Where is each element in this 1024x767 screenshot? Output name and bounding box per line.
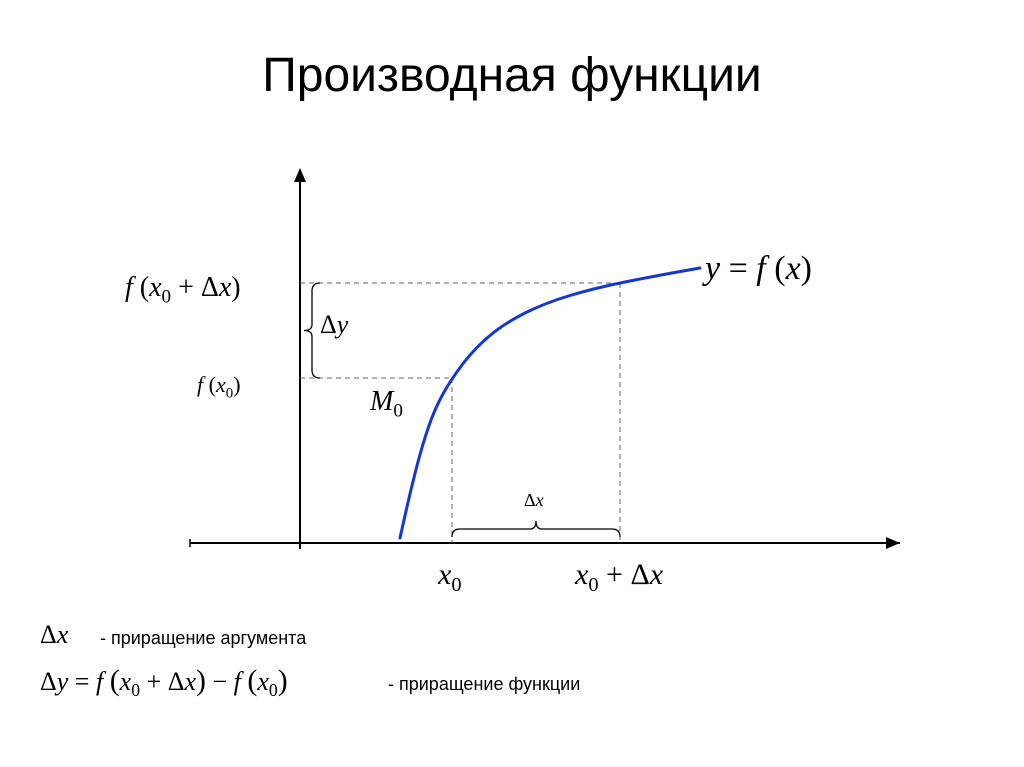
slide-page: Производная функции y = f (x) f (x0 + Δx… <box>0 0 1024 767</box>
footer-equations: Δx - приращение аргумента Δy = f (x0 + Δ… <box>40 620 1000 708</box>
label-y-equals-fx: y = f (x) <box>705 250 812 288</box>
label-delta-x-brace: Δx <box>524 490 544 511</box>
label-f-x0: f (x0) <box>197 372 241 402</box>
label-delta-y: Δy <box>320 310 348 340</box>
footer-dx-caption: - приращение аргумента <box>100 628 306 649</box>
label-x0dx-axis: x0 + Δx <box>575 558 663 597</box>
label-f-x0-plus-dx: f (x0 + Δx) <box>125 272 241 309</box>
footer-dx-symbol: Δx <box>40 620 68 650</box>
page-title: Производная функции <box>0 48 1024 103</box>
label-m0: M0 <box>370 386 403 423</box>
label-x0-axis: x0 <box>438 558 462 597</box>
footer-dy-symbol: Δy = f (x0 + Δx) − f (x0) <box>40 664 288 701</box>
footer-dy-caption: - приращение функции <box>388 674 580 695</box>
